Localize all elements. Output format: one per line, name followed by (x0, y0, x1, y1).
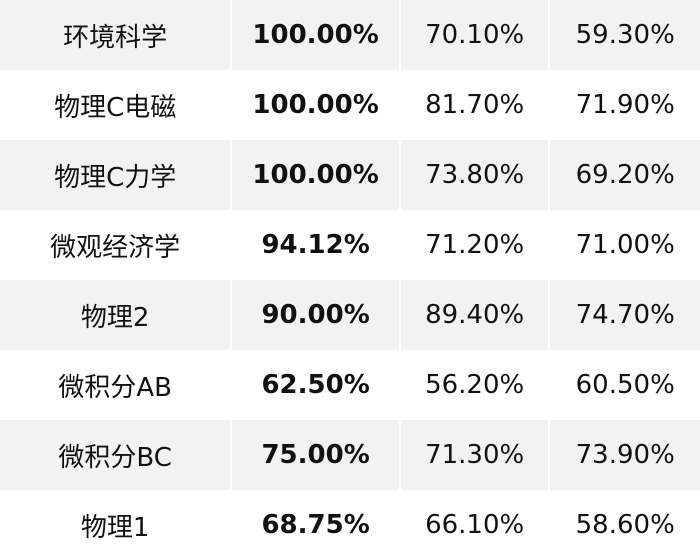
value-cell: 89.40% (400, 280, 549, 350)
value-cell: 69.20% (550, 140, 700, 210)
table-row: 物理1 68.75% 66.10% 58.60% (0, 490, 700, 560)
value-cell: 81.70% (400, 70, 549, 140)
rate-cell: 68.75% (232, 490, 399, 560)
table-row: 微积分BC 75.00% 71.30% 73.90% (0, 420, 700, 490)
table-row: 物理C电磁 100.00% 81.70% 71.90% (0, 70, 700, 140)
subject-cell: 物理C力学 (0, 140, 231, 210)
rate-cell: 100.00% (232, 140, 399, 210)
table-row: 微积分AB 62.50% 56.20% 60.50% (0, 350, 700, 420)
rate-cell: 90.00% (232, 280, 399, 350)
subject-cell: 微观经济学 (0, 210, 231, 280)
value-cell: 71.00% (550, 210, 700, 280)
subject-cell: 微积分BC (0, 420, 231, 490)
rate-cell: 94.12% (232, 210, 399, 280)
value-cell: 70.10% (400, 0, 549, 70)
value-cell: 73.80% (400, 140, 549, 210)
value-cell: 66.10% (400, 490, 549, 560)
subject-cell: 微积分AB (0, 350, 231, 420)
value-cell: 74.70% (550, 280, 700, 350)
value-cell: 56.20% (400, 350, 549, 420)
table-row: 环境科学 100.00% 70.10% 59.30% (0, 0, 700, 70)
value-cell: 71.90% (550, 70, 700, 140)
value-cell: 71.20% (400, 210, 549, 280)
subject-cell: 物理C电磁 (0, 70, 231, 140)
rate-cell: 75.00% (232, 420, 399, 490)
value-cell: 71.30% (400, 420, 549, 490)
value-cell: 73.90% (550, 420, 700, 490)
value-cell: 58.60% (550, 490, 700, 560)
table-row: 微观经济学 94.12% 71.20% 71.00% (0, 210, 700, 280)
subject-cell: 物理1 (0, 490, 231, 560)
subject-cell: 环境科学 (0, 0, 231, 70)
table-row: 物理C力学 100.00% 73.80% 69.20% (0, 140, 700, 210)
rate-cell: 100.00% (232, 0, 399, 70)
subject-cell: 物理2 (0, 280, 231, 350)
rate-cell: 100.00% (232, 70, 399, 140)
value-cell: 59.30% (550, 0, 700, 70)
table-row: 物理2 90.00% 89.40% 74.70% (0, 280, 700, 350)
rate-cell: 62.50% (232, 350, 399, 420)
value-cell: 60.50% (550, 350, 700, 420)
